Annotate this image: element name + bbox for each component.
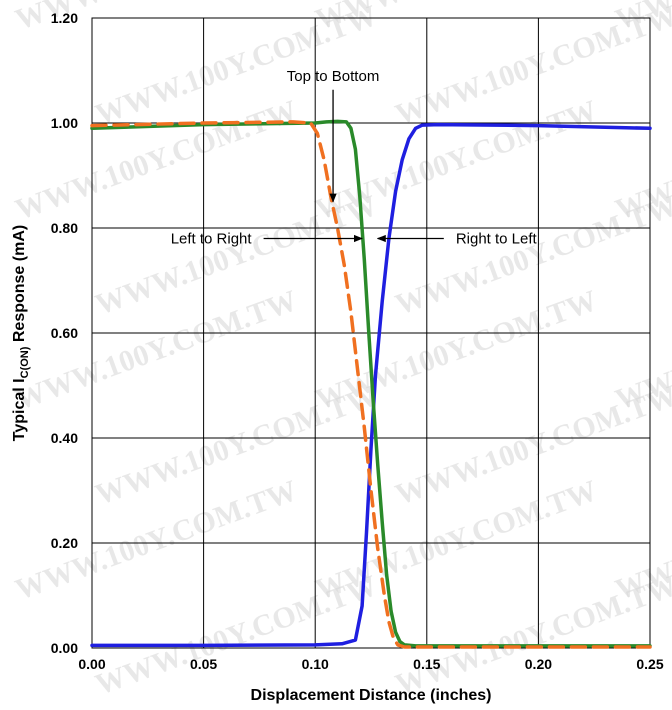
annotation: Top to Bottom — [287, 68, 380, 203]
y-tick-label: 0.80 — [51, 220, 78, 236]
x-tick-label: 0.20 — [525, 656, 552, 672]
watermark-text: WWW.100Y.COM.TW — [91, 569, 381, 702]
annotation-label: Left to Right — [171, 231, 253, 248]
y-tick-label: 1.20 — [51, 10, 78, 26]
annotations: Top to Bottom Left to Right Right to Left — [171, 68, 538, 248]
series-line-2 — [90, 119, 652, 648]
watermark-text: WWW.100Y.COM.TW — [91, 0, 381, 132]
x-tick-label: 0.00 — [78, 656, 105, 672]
watermark-text: WWW.100Y.COM.TW — [91, 189, 381, 322]
watermark-text: WWW.100Y.COM.TW — [91, 379, 381, 512]
watermark-text: WWW.100Y.COM.TW — [11, 284, 301, 417]
annotation-label: Top to Bottom — [287, 68, 380, 85]
y-tick-label: 0.60 — [51, 325, 78, 341]
y-axis-title-subscript: C(ON) — [19, 346, 31, 378]
series-line-1 — [90, 122, 652, 648]
y-axis-ticks: 0.00 0.20 0.40 0.60 0.80 1.00 1.20 — [51, 10, 78, 656]
x-axis-title: Displacement Distance (inches) — [251, 687, 492, 704]
series-lines — [90, 119, 652, 649]
watermark-text: WWW.100Y.COM.TW — [391, 189, 672, 322]
annotation-label: Right to Left — [456, 231, 538, 248]
y-axis-title: Typical IC(ON) Response (mA) — [11, 225, 31, 441]
series-line-3 — [90, 120, 652, 649]
x-tick-label: 0.10 — [302, 656, 329, 672]
x-axis-ticks: 0.00 0.05 0.10 0.15 0.20 0.25 — [78, 656, 663, 672]
x-tick-label: 0.25 — [636, 656, 663, 672]
annotation: Right to Left — [376, 231, 538, 248]
annotation: Left to Right — [171, 231, 363, 248]
x-tick-label: 0.05 — [190, 656, 217, 672]
y-tick-label: 0.40 — [51, 430, 78, 446]
y-tick-label: 1.00 — [51, 115, 78, 131]
y-tick-label: 0.20 — [51, 535, 78, 551]
plot-area — [91, 17, 651, 649]
y-axis-title-prefix: Typical I — [11, 378, 28, 441]
watermark: WWW.100Y.COM.TW WWW.100Y.COM.TWWWW.100Y.C… — [11, 0, 672, 702]
watermark-text: WWW.100Y.COM.TW — [11, 94, 301, 227]
y-axis-title-suffix: Response (mA) — [11, 225, 28, 347]
watermark-text: WWW.100Y.COM.TW — [391, 379, 672, 512]
y-tick-label: 0.00 — [51, 640, 78, 656]
watermark-text: WWW.100Y.COM.TW — [391, 569, 672, 702]
watermark-text: WWW.100Y.COM.TW — [391, 0, 672, 132]
x-tick-label: 0.15 — [413, 656, 440, 672]
